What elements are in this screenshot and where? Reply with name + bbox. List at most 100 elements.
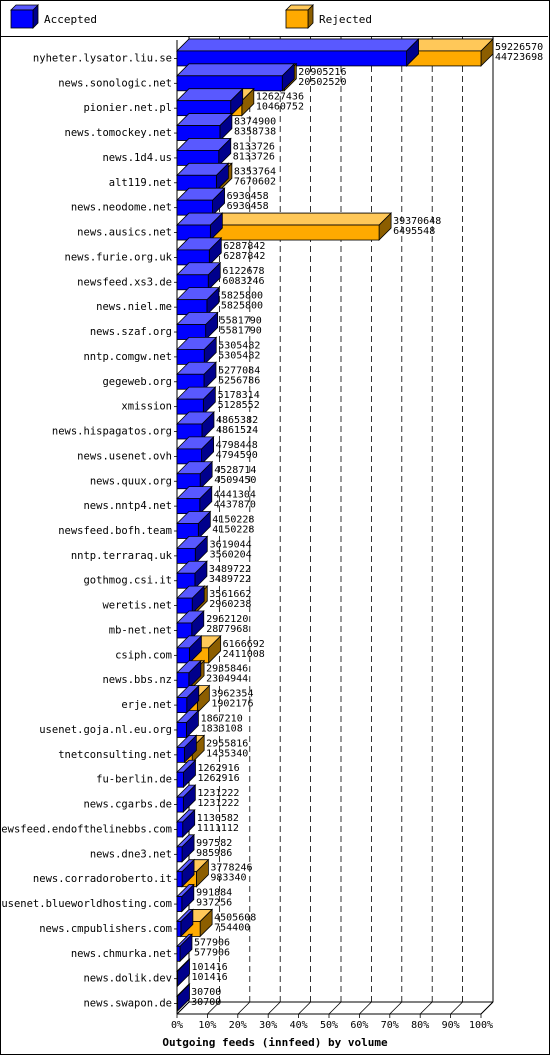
category-label-10: news.niel.me	[96, 301, 172, 313]
bar-accepted-17	[176, 460, 214, 490]
category-label-34: usenet.blueworldhosting.com	[1, 898, 172, 910]
offered-value-0: 59226570	[495, 42, 543, 53]
category-label-25: news.bbs.nz	[102, 674, 172, 686]
bar-accepted-3	[176, 112, 233, 142]
bar-accepted-38	[176, 983, 191, 1013]
floor-line-40	[298, 1001, 311, 1015]
accepted-value-23: 2877968	[206, 624, 248, 635]
accepted-value-27: 1833108	[201, 723, 243, 734]
bar-accepted-38-front	[176, 995, 178, 1012]
x-tick-label-3: 30%	[259, 1020, 277, 1031]
bar-accepted-4	[176, 137, 232, 167]
bar-accepted-24	[176, 634, 203, 664]
bar-accepted-11	[176, 311, 219, 341]
offered-value-16: 4798448	[216, 440, 258, 451]
bar-accepted-2-top	[176, 88, 244, 102]
category-label-31: newsfeed.endofthelinebbs.com	[0, 823, 172, 835]
accepted-value-30: 1231222	[197, 798, 239, 809]
category-label-5: alt119.net	[109, 177, 172, 189]
category-label-15: news.hispagatos.org	[52, 426, 172, 438]
floor-line-60	[359, 1001, 372, 1015]
offered-value-24: 6166692	[223, 639, 265, 650]
x-ticks: 0% 10% 20% 30% 40% 50% 60% 70% 80% 90% 100%	[171, 1014, 493, 1031]
bar-accepted-15	[176, 411, 215, 440]
accepted-value-18: 4437870	[214, 500, 256, 511]
bar-accepted-36	[176, 933, 193, 963]
bar-accepted-5	[176, 162, 230, 192]
bar-accepted-8	[176, 236, 223, 266]
bar-accepted-20	[176, 535, 209, 565]
bar-accepted-34-front	[176, 896, 183, 912]
accepted-value-37: 101416	[192, 972, 228, 983]
bar-accepted-12	[176, 336, 218, 366]
offered-value-19: 4150228	[212, 515, 254, 526]
accepted-value-10: 5825800	[221, 301, 263, 312]
bar-accepted-18	[176, 485, 213, 515]
bar-accepted-33-front	[176, 871, 183, 888]
bar-accepted-14	[176, 386, 217, 416]
bar-accepted-16	[176, 435, 215, 465]
accepted-value-9: 6083246	[222, 276, 264, 287]
bar-accepted-30	[176, 784, 197, 814]
category-label-27: usenet.goja.nl.eu.org	[39, 724, 172, 736]
category-label-24: csiph.com	[115, 649, 172, 661]
accepted-value-34: 937256	[196, 898, 232, 909]
floor-line-0	[176, 1001, 190, 1015]
accepted-value-26: 1902176	[211, 699, 253, 710]
bar-accepted-35	[176, 908, 194, 938]
offered-value-37: 101416	[192, 962, 228, 973]
offered-value-28: 2955816	[206, 738, 248, 749]
category-label-3: news.tomockey.net	[65, 127, 172, 139]
floor-line-90	[450, 1001, 463, 1015]
offered-value-34: 991884	[196, 888, 232, 899]
accepted-value-2: 10460752	[256, 102, 304, 113]
category-label-1: news.sonologic.net	[58, 77, 172, 89]
offered-value-22: 3561662	[209, 589, 251, 600]
offered-value-7: 39370648	[393, 216, 441, 227]
offered-value-15: 4865382	[216, 415, 258, 426]
offered-value-32: 997582	[196, 838, 232, 849]
x-tick-label-1: 10%	[198, 1020, 216, 1031]
category-labels: nyheter.lysator.liu.se news.sonologic.net…	[0, 52, 177, 1010]
category-label-13: gegeweb.org	[102, 376, 172, 388]
offered-value-2: 12627436	[256, 92, 304, 103]
accepted-value-33: 983340	[210, 873, 246, 884]
category-label-21: gothmog.csi.it	[83, 575, 172, 587]
offered-value-6: 6930458	[227, 191, 269, 202]
category-label-9: newsfeed.xs3.de	[77, 276, 172, 288]
bar-accepted-22	[176, 585, 206, 615]
accepted-value-8: 6287842	[223, 251, 265, 262]
category-label-33: news.corradoroberto.it	[33, 873, 172, 885]
legend-accepted-swatch-front	[10, 9, 34, 29]
bar-accepted-29	[176, 759, 197, 789]
bar-accepted-0	[176, 37, 420, 67]
legend-accepted-swatch-top	[10, 4, 39, 11]
x-tick-label-8: 80%	[411, 1020, 429, 1031]
bar-accepted-31-front	[176, 821, 184, 838]
floor-line-20	[237, 1001, 251, 1015]
category-label-22: weretis.net	[102, 600, 172, 612]
offered-value-9: 6122678	[222, 266, 264, 277]
floor-line-30	[267, 1001, 281, 1015]
floor-line-70	[389, 1001, 403, 1015]
offered-value-38: 30700	[191, 987, 221, 998]
category-label-38: news.swapon.de	[83, 998, 172, 1010]
offered-value-8: 6287842	[223, 241, 265, 252]
bar-accepted-32-front	[176, 846, 183, 863]
accepted-value-21: 3489722	[209, 574, 251, 585]
bar-accepted-26-front	[176, 697, 188, 714]
offered-value-23: 2962120	[206, 614, 248, 625]
x-tick-label-7: 70%	[381, 1020, 399, 1031]
bar-accepted-26	[176, 684, 200, 714]
bar-accepted-34	[176, 883, 195, 913]
x-tick-label-10: 100%	[469, 1020, 493, 1031]
offered-value-10: 5825800	[221, 291, 263, 302]
offered-value-36: 577906	[194, 937, 230, 948]
offered-value-21: 3489722	[209, 564, 251, 575]
category-label-26: erje.net	[121, 699, 172, 711]
accepted-value-36: 577906	[194, 947, 230, 958]
offered-value-14: 5178314	[218, 390, 260, 401]
